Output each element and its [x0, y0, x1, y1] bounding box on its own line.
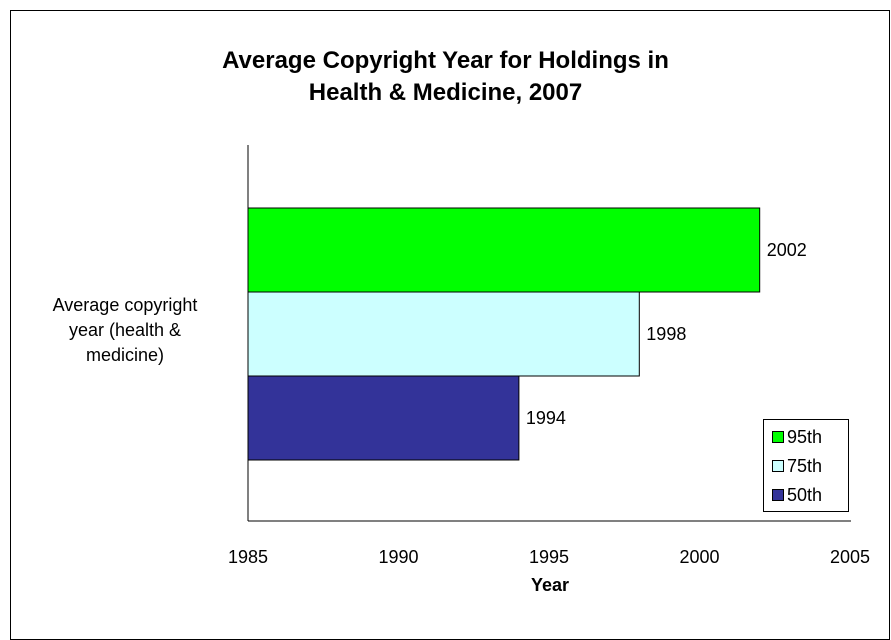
bar-50th: [247, 375, 520, 461]
chart-title-line-2: Health & Medicine, 2007: [308, 79, 583, 106]
legend-item-50th: 50th: [772, 484, 822, 506]
legend-item-95th: 95th: [772, 426, 822, 448]
legend-item-75th: 75th: [772, 455, 822, 477]
x-tick-label-2000: 2000: [679, 547, 719, 567]
data-label-75th: 1998: [646, 324, 686, 344]
legend-swatch-50th: [772, 489, 784, 501]
category-label: Average copyright year (health & medicin…: [30, 293, 220, 368]
chart-title-line-1: Average Copyright Year for Holdings in: [222, 47, 669, 74]
data-label-50th: 1994: [526, 408, 566, 428]
legend-label-95th: 95th: [787, 426, 823, 447]
legend-label-50th: 50th: [787, 484, 823, 505]
x-axis-label: Year: [530, 575, 570, 595]
x-tick-label-2005: 2005: [830, 547, 870, 567]
legend-swatch-75th: [772, 460, 784, 472]
x-tick-label-1990: 1990: [378, 547, 418, 567]
category-label-line-2: year (health &: [68, 320, 182, 340]
bar-95th: [247, 207, 761, 293]
x-tick-label-1995: 1995: [529, 547, 569, 567]
x-tick-label-1985: 1985: [228, 547, 268, 567]
legend-label-75th: 75th: [787, 455, 823, 476]
category-label-line-1: Average copyright: [52, 295, 198, 315]
data-label-95th: 2002: [767, 240, 807, 260]
legend: 95th 75th 50th: [763, 419, 849, 512]
bar-75th: [247, 291, 640, 377]
legend-swatch-95th: [772, 431, 784, 443]
chart-title: Average Copyright Year for Holdings in H…: [0, 45, 891, 109]
category-label-line-3: medicine): [85, 345, 165, 365]
